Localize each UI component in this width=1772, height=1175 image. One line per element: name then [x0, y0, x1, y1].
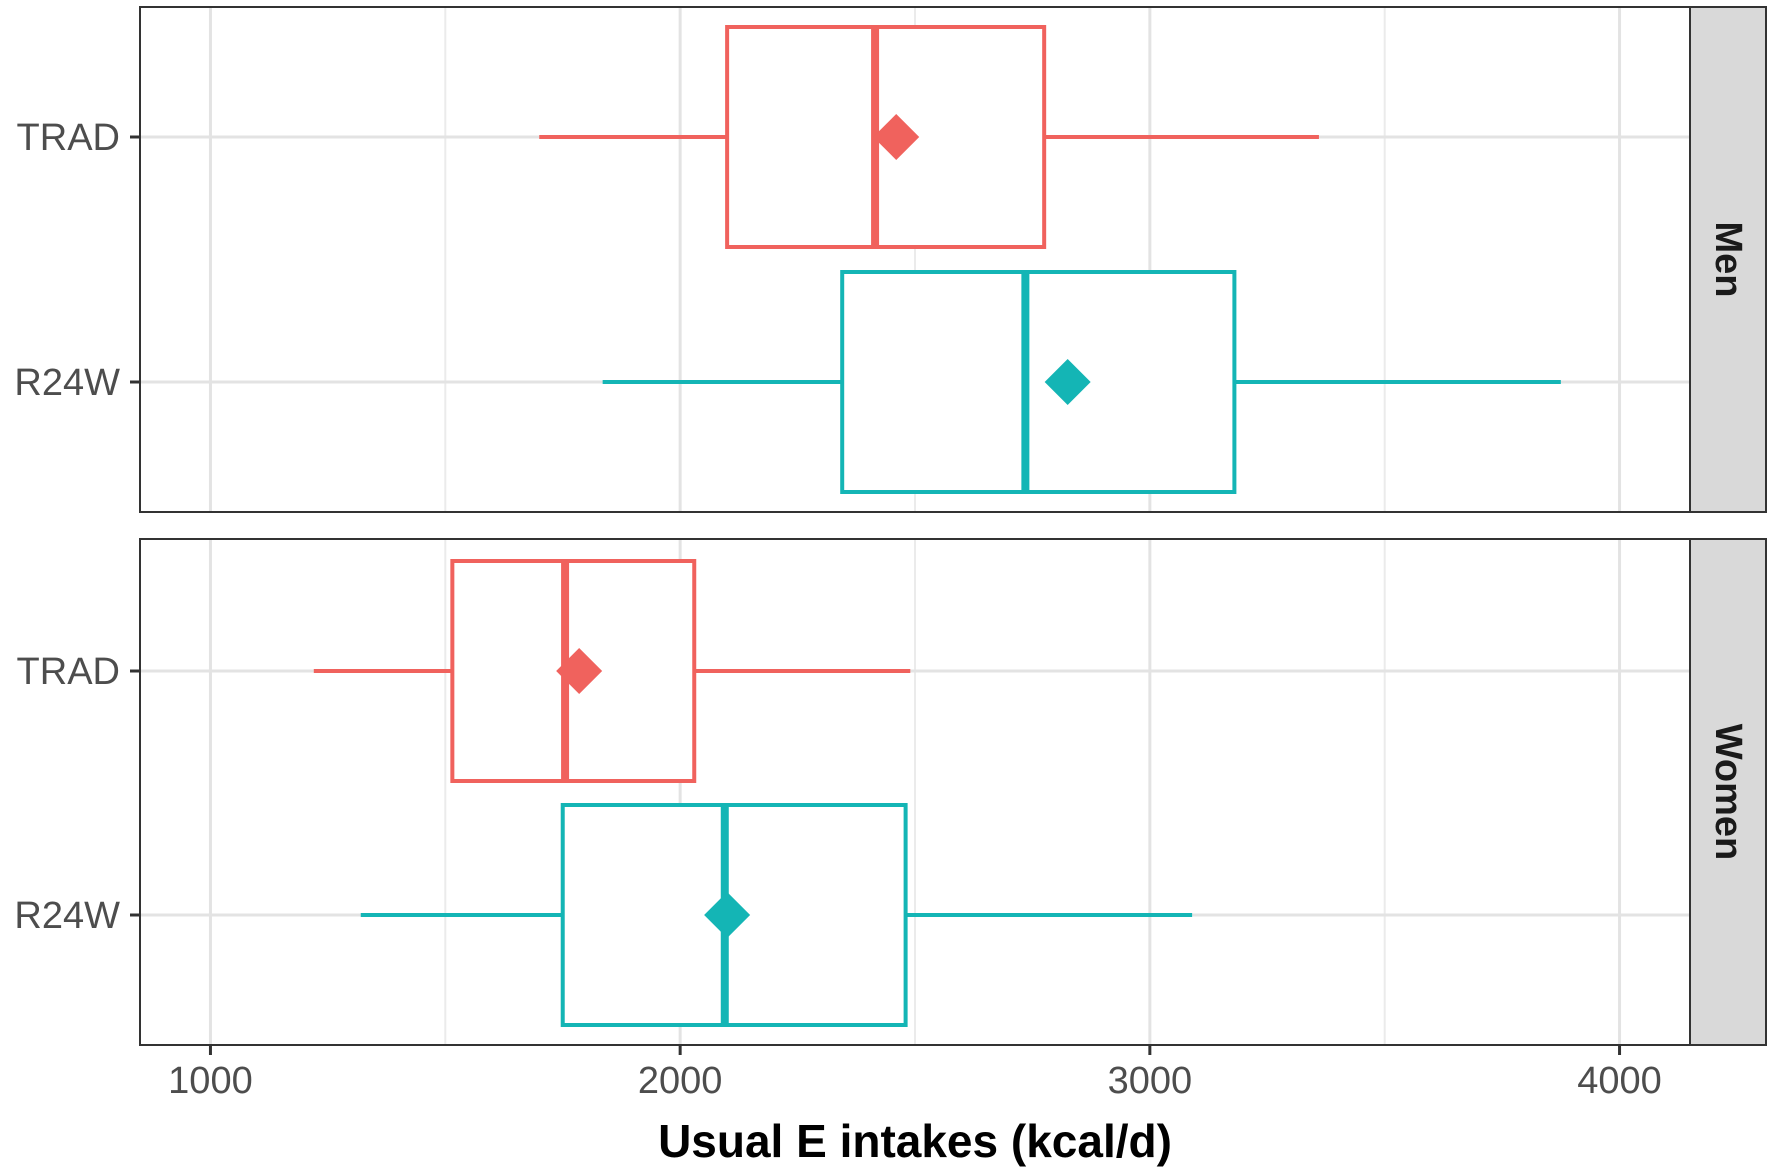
mean-marker-women-r24w — [704, 892, 751, 938]
x-tick-label-2000: 2000 — [638, 1060, 723, 1102]
mean-marker-men-r24w — [1044, 359, 1091, 405]
box-men-r24w — [602, 270, 1561, 494]
x-tick-label-3000: 3000 — [1108, 1060, 1193, 1102]
y-tick-label-men-r24w: R24W — [14, 362, 120, 404]
facet-men: TRAD R24W Men — [14, 6, 1767, 513]
y-tick-label-men-trad: TRAD — [17, 117, 120, 159]
box-women-r24w — [360, 803, 1193, 1027]
iqr-box-men-r24w — [840, 270, 1237, 494]
box-women-trad — [313, 559, 911, 783]
iqr-box-women-r24w — [560, 803, 908, 1027]
x-tick-label-1000: 1000 — [168, 1060, 253, 1102]
y-tick-label-women-trad: TRAD — [17, 651, 120, 693]
strip-women — [1689, 538, 1767, 1046]
x-axis-title: Usual E intakes (kcal/d) — [658, 1115, 1172, 1167]
strip-men — [1689, 6, 1767, 513]
y-tick-label-women-r24w: R24W — [14, 895, 120, 937]
x-axis: 1000 2000 3000 4000 — [168, 1045, 1662, 1102]
strip-label-men: Men — [1707, 222, 1749, 298]
x-tick-label-4000: 4000 — [1577, 1060, 1662, 1102]
mean-marker-men-trad — [873, 114, 920, 160]
box-men-trad — [539, 25, 1319, 249]
strip-label-women: Women — [1707, 724, 1749, 861]
mean-marker-women-trad — [556, 648, 603, 694]
facet-women: TRAD R24W Women — [14, 538, 1767, 1046]
